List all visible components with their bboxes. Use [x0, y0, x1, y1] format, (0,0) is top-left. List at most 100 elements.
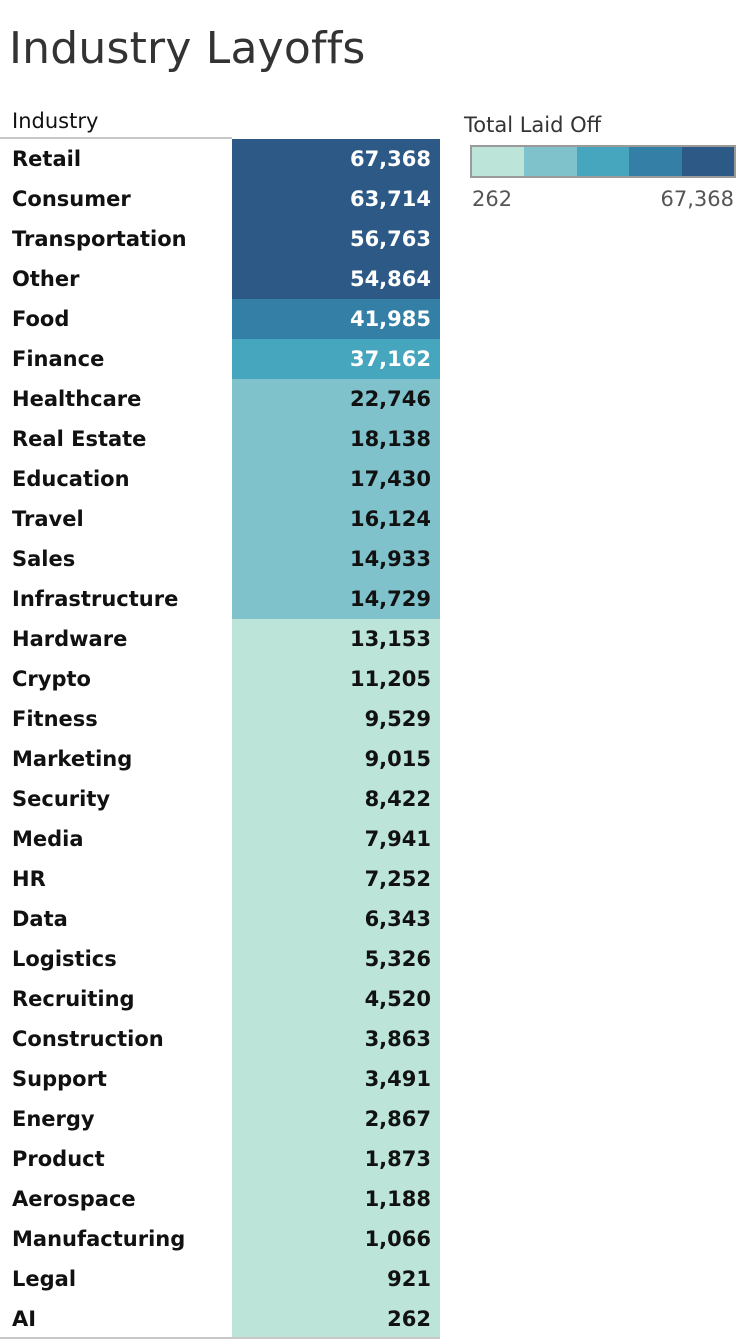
- total-laid-off-value: 14,729: [349, 587, 431, 611]
- heat-cell[interactable]: 3,491: [232, 1059, 440, 1099]
- industry-label: Data: [12, 907, 68, 931]
- heat-cell[interactable]: 8,422: [232, 779, 440, 819]
- table-row[interactable]: Real Estate 18,138: [0, 419, 440, 459]
- heat-cell[interactable]: 22,746: [232, 379, 440, 419]
- industry-label: Travel: [12, 507, 84, 531]
- heat-cell[interactable]: 1,873: [232, 1139, 440, 1179]
- industry-label: Product: [12, 1147, 105, 1171]
- heat-cell[interactable]: 6,343: [232, 899, 440, 939]
- heat-cell[interactable]: 16,124: [232, 499, 440, 539]
- table-row[interactable]: Manufacturing 1,066: [0, 1219, 440, 1259]
- total-laid-off-value: 67,368: [349, 147, 431, 171]
- table-row[interactable]: Crypto 11,205: [0, 659, 440, 699]
- table-row[interactable]: Food 41,985: [0, 299, 440, 339]
- total-laid-off-value: 4,520: [364, 987, 431, 1011]
- table-row[interactable]: Healthcare 22,746: [0, 379, 440, 419]
- industry-label: Fitness: [12, 707, 98, 731]
- total-laid-off-value: 37,162: [349, 347, 431, 371]
- heat-cell[interactable]: 4,520: [232, 979, 440, 1019]
- industry-label: Retail: [12, 147, 82, 171]
- table-row[interactable]: Logistics 5,326: [0, 939, 440, 979]
- heat-cell[interactable]: 63,714: [232, 179, 440, 219]
- table-bottom-divider: [0, 1337, 440, 1339]
- legend-swatch: [681, 147, 735, 176]
- table-row[interactable]: Other 54,864: [0, 259, 440, 299]
- table-row[interactable]: Infrastructure 14,729: [0, 579, 440, 619]
- industry-label: Healthcare: [12, 387, 142, 411]
- heat-cell[interactable]: 56,763: [232, 219, 440, 259]
- table-row[interactable]: Transportation 56,763: [0, 219, 440, 259]
- industry-label: Marketing: [12, 747, 133, 771]
- heat-cell[interactable]: 1,188: [232, 1179, 440, 1219]
- table-row[interactable]: Marketing 9,015: [0, 739, 440, 779]
- table-row[interactable]: Fitness 9,529: [0, 699, 440, 739]
- heat-cell[interactable]: 5,326: [232, 939, 440, 979]
- table-row[interactable]: Media 7,941: [0, 819, 440, 859]
- heat-cell[interactable]: 67,368: [232, 139, 440, 179]
- chart-title: Industry Layoffs: [9, 23, 366, 74]
- table-row[interactable]: Data 6,343: [0, 899, 440, 939]
- table-row[interactable]: HR 7,252: [0, 859, 440, 899]
- heat-cell[interactable]: 9,015: [232, 739, 440, 779]
- heat-cell[interactable]: 7,252: [232, 859, 440, 899]
- industry-label: Construction: [12, 1027, 164, 1051]
- total-laid-off-value: 13,153: [349, 627, 431, 651]
- table-row[interactable]: Finance 37,162: [0, 339, 440, 379]
- industry-label: Media: [12, 827, 84, 851]
- heat-cell[interactable]: 921: [232, 1259, 440, 1299]
- total-laid-off-value: 1,873: [364, 1147, 431, 1171]
- heat-cell[interactable]: 1,066: [232, 1219, 440, 1259]
- industry-label: Finance: [12, 347, 105, 371]
- column-header-industry: Industry: [12, 109, 99, 133]
- heat-cell[interactable]: 9,529: [232, 699, 440, 739]
- heat-cell[interactable]: 18,138: [232, 419, 440, 459]
- heat-cell[interactable]: 54,864: [232, 259, 440, 299]
- heat-cell[interactable]: 17,430: [232, 459, 440, 499]
- industry-label: Crypto: [12, 667, 91, 691]
- table-row[interactable]: Retail 67,368: [0, 139, 440, 179]
- table-row[interactable]: AI 262: [0, 1299, 440, 1339]
- table-row[interactable]: Hardware 13,153: [0, 619, 440, 659]
- table-row[interactable]: Recruiting 4,520: [0, 979, 440, 1019]
- total-laid-off-value: 9,015: [364, 747, 431, 771]
- heat-cell[interactable]: 7,941: [232, 819, 440, 859]
- total-laid-off-value: 9,529: [364, 707, 431, 731]
- table-row[interactable]: Energy 2,867: [0, 1099, 440, 1139]
- total-laid-off-value: 921: [387, 1267, 431, 1291]
- header-divider: [0, 137, 232, 139]
- industry-label: AI: [12, 1307, 37, 1331]
- heat-cell[interactable]: 3,863: [232, 1019, 440, 1059]
- table-row[interactable]: Travel 16,124: [0, 499, 440, 539]
- table-row[interactable]: Security 8,422: [0, 779, 440, 819]
- table-row[interactable]: Legal 921: [0, 1259, 440, 1299]
- table-row[interactable]: Consumer 63,714: [0, 179, 440, 219]
- table-row[interactable]: Aerospace 1,188: [0, 1179, 440, 1219]
- total-laid-off-value: 11,205: [349, 667, 431, 691]
- total-laid-off-value: 3,491: [364, 1067, 431, 1091]
- heat-cell[interactable]: 14,933: [232, 539, 440, 579]
- total-laid-off-value: 22,746: [349, 387, 431, 411]
- table-row[interactable]: Sales 14,933: [0, 539, 440, 579]
- industry-label: Infrastructure: [12, 587, 179, 611]
- total-laid-off-value: 41,985: [349, 307, 431, 331]
- table-row[interactable]: Education 17,430: [0, 459, 440, 499]
- heat-cell[interactable]: 262: [232, 1299, 440, 1339]
- table-row[interactable]: Product 1,873: [0, 1139, 440, 1179]
- heat-cell[interactable]: 13,153: [232, 619, 440, 659]
- legend-max-label: 67,368: [660, 187, 734, 211]
- legend-swatch: [472, 147, 525, 176]
- table-row[interactable]: Construction 3,863: [0, 1019, 440, 1059]
- industry-label: Security: [12, 787, 111, 811]
- heat-cell[interactable]: 11,205: [232, 659, 440, 699]
- heat-cell[interactable]: 2,867: [232, 1099, 440, 1139]
- legend-swatch: [524, 147, 577, 176]
- color-legend-ramp[interactable]: [470, 145, 736, 178]
- total-laid-off-value: 1,066: [364, 1227, 431, 1251]
- heat-cell[interactable]: 37,162: [232, 339, 440, 379]
- total-laid-off-value: 16,124: [349, 507, 431, 531]
- table-row[interactable]: Support 3,491: [0, 1059, 440, 1099]
- legend-min-label: 262: [472, 187, 513, 211]
- heat-cell[interactable]: 14,729: [232, 579, 440, 619]
- heat-cell[interactable]: 41,985: [232, 299, 440, 339]
- industry-label: Education: [12, 467, 130, 491]
